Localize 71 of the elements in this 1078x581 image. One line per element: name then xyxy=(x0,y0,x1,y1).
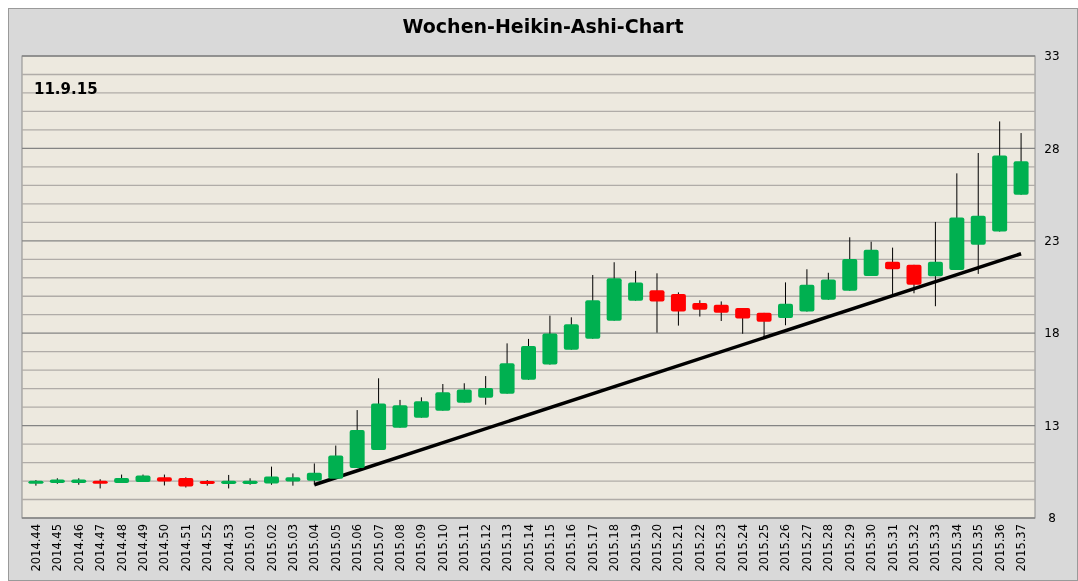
annotation: 11.9.15 xyxy=(34,80,98,98)
x-tick-label: 2014.52 xyxy=(200,524,215,572)
x-tick-label: 2015.37 xyxy=(1014,524,1029,572)
candlestick xyxy=(328,445,344,480)
y-tick-label: 13 xyxy=(1044,418,1060,433)
x-tick-label: 2014.46 xyxy=(71,524,86,572)
candlestick xyxy=(735,307,751,335)
x-tick-label: 2015.12 xyxy=(478,524,493,572)
candlestick xyxy=(413,396,429,419)
x-tick-label: 2014.53 xyxy=(221,524,236,572)
candlestick xyxy=(670,291,686,327)
x-tick-label: 2015.05 xyxy=(328,524,343,572)
x-tick-label: 2014.51 xyxy=(178,524,193,572)
x-tick-label: 2015.33 xyxy=(928,524,943,572)
x-tick-label: 2014.48 xyxy=(114,524,129,572)
candlestick xyxy=(392,399,408,429)
x-tick-label: 2015.08 xyxy=(393,524,407,572)
candlestick xyxy=(756,312,772,339)
x-tick-label: 2015.31 xyxy=(885,524,900,572)
x-tick-label: 2015.04 xyxy=(307,524,322,572)
x-tick-label: 2015.11 xyxy=(457,524,472,572)
candlestick xyxy=(713,300,729,322)
candlestick xyxy=(456,382,472,404)
candlestick xyxy=(628,270,644,302)
y-tick-label: 28 xyxy=(1044,141,1060,156)
candlestick xyxy=(778,281,793,326)
x-tick-label: 2015.03 xyxy=(285,524,300,572)
candlestick xyxy=(649,272,665,334)
y-tick-label: 33 xyxy=(1044,49,1060,64)
x-tick-label: 2015.02 xyxy=(264,524,279,572)
x-tick-label: 2015.06 xyxy=(350,524,365,572)
x-tick-label: 2015.22 xyxy=(692,524,707,572)
candlestick xyxy=(906,264,922,294)
x-tick-label: 2015.14 xyxy=(521,524,536,572)
x-tick-label: 2015.26 xyxy=(778,524,793,572)
x-tick-label: 2015.27 xyxy=(799,524,814,572)
candlestick xyxy=(478,375,494,406)
x-tick-label: 2015.16 xyxy=(564,524,579,572)
x-tick-label: 2014.45 xyxy=(50,524,65,572)
x-tick-label: 2015.01 xyxy=(243,524,258,572)
x-tick-label: 2015.34 xyxy=(949,524,964,572)
x-tick-label: 2015.28 xyxy=(821,524,836,572)
x-tick-label: 2015.09 xyxy=(414,524,429,572)
y-tick-label: 18 xyxy=(1044,326,1060,341)
x-tick-label: 2015.19 xyxy=(628,524,643,572)
x-tick-label: 2015.10 xyxy=(435,524,450,572)
x-tick-label: 2015.13 xyxy=(500,524,515,572)
x-tick-label: 2015.32 xyxy=(907,524,921,572)
x-tick-label: 2014.47 xyxy=(93,524,108,572)
x-tick-label: 2014.50 xyxy=(157,524,172,572)
x-tick-label: 2015.15 xyxy=(542,524,557,572)
x-tick-label: 2015.25 xyxy=(757,524,772,572)
x-tick-label: 2015.17 xyxy=(585,524,600,572)
x-tick-label: 2015.18 xyxy=(607,524,622,572)
x-tick-label: 2015.35 xyxy=(971,524,986,572)
candlestick xyxy=(435,383,451,412)
x-tick-label: 2015.21 xyxy=(671,524,686,572)
x-tick-label: 2015.30 xyxy=(864,524,879,572)
x-tick-label: 2015.29 xyxy=(842,524,857,572)
x-tick-label: 2014.44 xyxy=(28,524,43,572)
candlestick xyxy=(285,472,301,487)
y-tick-label: 23 xyxy=(1044,234,1060,248)
y-tick-label: 8 xyxy=(1048,511,1056,526)
x-tick-label: 2015.36 xyxy=(992,524,1007,572)
candlestick xyxy=(820,272,836,301)
chart-title: Wochen-Heikin-Ashi-Chart xyxy=(402,15,684,37)
x-tick-label: 2014.49 xyxy=(136,524,150,572)
x-tick-label: 2015.20 xyxy=(650,524,664,572)
x-tick-label: 2015.24 xyxy=(735,524,750,572)
x-tick-label: 2015.23 xyxy=(714,524,729,572)
x-tick-label: 2015.07 xyxy=(371,524,386,572)
